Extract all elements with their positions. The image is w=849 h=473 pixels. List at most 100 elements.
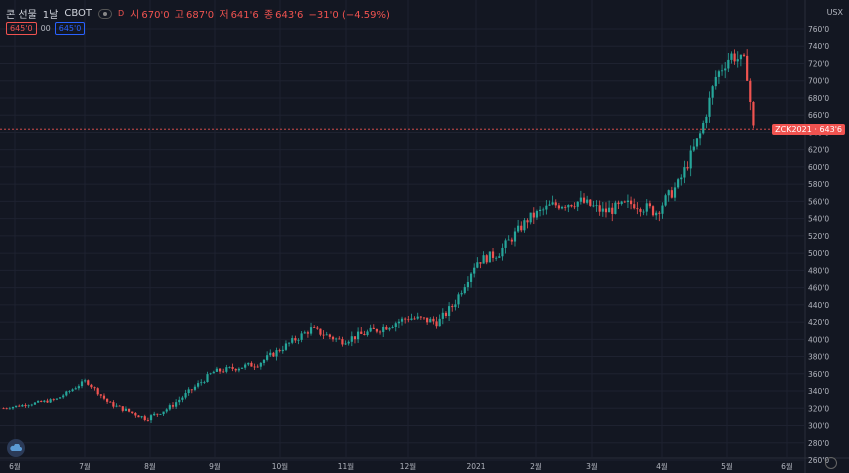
candle-body	[724, 68, 727, 71]
candle-body	[43, 400, 46, 402]
interval-label[interactable]: 1날	[42, 10, 59, 21]
candle-body	[526, 220, 529, 223]
candle-body	[419, 316, 422, 318]
price-tick-label: 460'0	[808, 284, 829, 293]
candle-body	[93, 387, 96, 389]
candle-body	[262, 359, 266, 363]
candle-body	[677, 179, 680, 188]
candle-body	[272, 352, 275, 357]
price-tick-label: 420'0	[808, 318, 829, 327]
candle-body	[366, 331, 369, 336]
candle-body	[592, 205, 595, 207]
candle-body	[137, 415, 140, 418]
price-tick-label: 720'0	[808, 59, 829, 68]
candle-body	[156, 413, 159, 415]
candle-body	[165, 409, 168, 412]
symbol-title[interactable]: 콘 선물	[6, 10, 37, 21]
candle-body	[49, 399, 52, 403]
low-value: 641'6	[230, 10, 259, 21]
candle-body	[564, 206, 567, 208]
candle-body	[491, 251, 495, 258]
candle-body	[720, 70, 724, 72]
time-tick-label: 2월	[530, 461, 542, 471]
candle-body	[476, 262, 479, 268]
visibility-eye-icon[interactable]	[98, 8, 112, 19]
candle-body	[118, 405, 121, 407]
candle-body	[629, 200, 633, 205]
candle-body	[535, 211, 539, 218]
candle-body	[466, 281, 470, 288]
candle-body	[215, 368, 219, 372]
candle-body	[573, 206, 576, 208]
candle-body	[40, 401, 43, 402]
candle-body	[739, 54, 742, 60]
candle-body	[96, 388, 99, 395]
candle-body	[532, 212, 535, 218]
candle-body	[567, 204, 570, 208]
candle-body	[608, 207, 611, 213]
candle-body	[87, 380, 90, 385]
candle-body	[303, 332, 306, 334]
candle-body	[623, 201, 626, 203]
price-tick-label: 520'0	[808, 232, 829, 241]
candle-body	[586, 199, 589, 203]
candle-body	[513, 231, 517, 242]
candle-body	[259, 362, 262, 367]
open-label: 시	[130, 10, 140, 21]
candle-body	[542, 209, 545, 211]
candle-body	[80, 381, 84, 387]
candle-body	[357, 331, 360, 340]
time-tick-label: 9월	[209, 461, 221, 471]
candle-body	[504, 240, 507, 248]
candle-body	[469, 273, 473, 282]
tradingview-logo-icon[interactable]	[7, 439, 25, 457]
candle-body	[485, 255, 488, 263]
candle-body	[294, 338, 297, 341]
candle-body	[435, 321, 438, 327]
candle-body	[153, 413, 156, 416]
candle-body	[517, 225, 520, 232]
flag-badge: D	[118, 9, 125, 18]
candle-body	[253, 366, 256, 368]
candle-body	[121, 406, 124, 411]
candle-body	[33, 402, 37, 405]
currency-label[interactable]: USX	[826, 8, 843, 17]
candle-body	[495, 257, 498, 259]
candle-body	[309, 327, 313, 334]
candle-body	[347, 341, 350, 344]
candle-body	[545, 205, 548, 210]
candle-body	[639, 209, 642, 212]
time-tick-label: 6월	[9, 461, 21, 471]
candle-body	[222, 371, 225, 373]
candle-body	[683, 167, 686, 178]
candle-body	[714, 76, 717, 87]
candle-body	[689, 150, 692, 169]
candle-body	[178, 399, 181, 403]
candle-body	[313, 327, 316, 328]
candle-body	[306, 332, 310, 334]
time-tick-label: 3월	[586, 461, 598, 471]
candle-body	[454, 304, 457, 308]
candle-body	[441, 312, 444, 319]
candle-body	[633, 204, 636, 209]
candle-body	[736, 59, 739, 62]
candle-body	[181, 397, 184, 400]
bid-ask-row: 645'0 00 645'0	[6, 22, 86, 35]
candle-body	[134, 412, 137, 416]
bid-pill[interactable]: 645'0	[6, 22, 37, 35]
candle-body	[479, 262, 482, 264]
candle-body	[335, 338, 338, 340]
candle-body	[746, 55, 749, 81]
close-value: 643'6	[275, 10, 304, 21]
time-tick-label: 2021	[466, 462, 485, 471]
ask-pill[interactable]: 645'0	[54, 22, 86, 35]
candle-body	[278, 350, 281, 352]
candle-body	[171, 405, 175, 407]
candle-body	[589, 199, 592, 206]
candle-body	[162, 411, 165, 415]
settings-gear-icon[interactable]	[825, 457, 837, 469]
candle-body	[664, 195, 667, 206]
candle-body	[749, 80, 752, 102]
